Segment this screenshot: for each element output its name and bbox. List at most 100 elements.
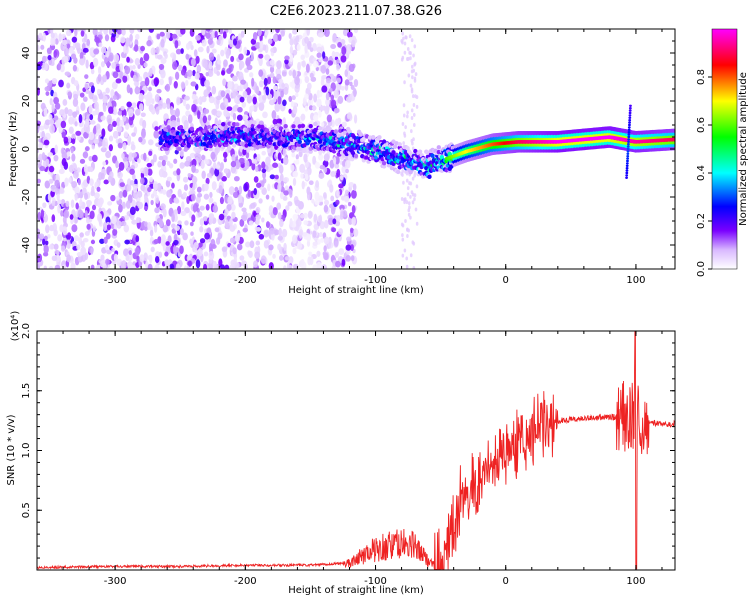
noise-speck — [133, 81, 140, 87]
noise-speck — [409, 215, 412, 220]
noise-speck — [37, 211, 41, 221]
noise-speck — [43, 265, 47, 269]
noise-speck — [146, 40, 152, 47]
noise-speck — [330, 195, 335, 202]
noise-speck — [84, 33, 88, 43]
noise-speck — [140, 80, 146, 87]
noise-speck — [232, 92, 236, 97]
noise-speck — [119, 63, 124, 72]
noise-speck — [48, 243, 55, 250]
noise-speck — [296, 43, 301, 51]
noise-speck — [119, 120, 125, 127]
noise-speck — [57, 199, 62, 205]
noise-speck — [283, 176, 290, 183]
noise-speck — [102, 74, 107, 83]
noise-speck — [131, 173, 136, 180]
noise-speck — [212, 161, 217, 169]
noise-speck — [173, 80, 178, 89]
noise-speck — [120, 105, 125, 111]
noise-speck — [216, 70, 221, 76]
noise-speck — [323, 245, 327, 253]
noise-speck — [149, 254, 153, 264]
noise-speck — [306, 233, 311, 242]
noise-speck — [338, 228, 344, 235]
noise-speck — [288, 69, 293, 76]
noise-speck — [121, 29, 126, 36]
noise-speck — [338, 248, 345, 255]
noise-speck — [276, 202, 282, 210]
ridge-cell — [214, 120, 220, 126]
noise-speck — [197, 110, 201, 120]
noise-speck — [96, 186, 101, 192]
noise-speck — [401, 172, 404, 177]
noise-speck — [291, 95, 296, 101]
noise-speck — [74, 193, 78, 201]
spike-cell — [626, 155, 630, 158]
noise-speck — [347, 201, 352, 207]
noise-speck — [73, 235, 79, 242]
noise-speck — [223, 157, 227, 163]
noise-speck — [60, 120, 67, 129]
noise-speck — [118, 191, 124, 199]
noise-speck — [60, 245, 66, 252]
noise-speck — [185, 42, 191, 50]
noise-speck — [292, 234, 297, 244]
noise-speck — [332, 218, 337, 225]
noise-speck — [144, 77, 150, 87]
noise-speck — [219, 264, 225, 269]
noise-speck — [204, 159, 209, 165]
noise-speck — [165, 219, 171, 227]
noise-speck — [277, 243, 282, 251]
noise-speck — [403, 50, 407, 55]
noise-speck — [288, 33, 292, 39]
noise-speck — [273, 90, 278, 100]
noise-speck — [289, 218, 293, 228]
noise-speck — [53, 154, 59, 162]
noise-speck — [223, 59, 228, 68]
noise-speck — [325, 77, 331, 84]
noise-speck — [269, 59, 275, 66]
noise-speck — [252, 260, 259, 268]
noise-speck — [61, 181, 66, 189]
ridge-cell — [313, 121, 318, 127]
noise-speck — [100, 254, 105, 261]
noise-speck — [120, 220, 127, 227]
noise-speck — [314, 161, 321, 169]
noise-speck — [413, 44, 417, 49]
noise-speck — [280, 90, 284, 98]
noise-speck — [66, 243, 71, 249]
ridge-cell — [300, 123, 306, 128]
noise-speck — [284, 256, 290, 261]
noise-speck — [63, 209, 70, 219]
noise-speck — [271, 195, 275, 202]
noise-speck — [410, 64, 414, 69]
noise-speck — [203, 183, 209, 192]
noise-speck — [59, 109, 65, 116]
noise-speck — [174, 225, 181, 231]
noise-speck — [207, 38, 214, 45]
noise-speck — [187, 114, 193, 124]
noise-speck — [166, 189, 172, 198]
noise-speck — [245, 57, 252, 63]
noise-speck — [319, 164, 326, 170]
noise-speck — [345, 168, 349, 174]
noise-speck — [351, 205, 356, 214]
noise-speck — [122, 142, 127, 151]
noise-speck — [269, 72, 275, 78]
noise-speck — [312, 241, 318, 247]
noise-speck — [340, 85, 345, 91]
noise-speck — [156, 33, 161, 40]
noise-speck — [72, 111, 78, 118]
noise-speck — [165, 83, 171, 92]
noise-speck — [272, 253, 276, 259]
noise-speck — [197, 192, 203, 198]
noise-speck — [288, 95, 293, 103]
noise-speck — [196, 186, 202, 193]
noise-speck — [126, 56, 130, 63]
noise-speck — [124, 239, 130, 245]
noise-speck — [321, 85, 328, 93]
noise-speck — [241, 207, 247, 213]
noise-speck — [108, 106, 114, 114]
noise-speck — [221, 70, 226, 76]
